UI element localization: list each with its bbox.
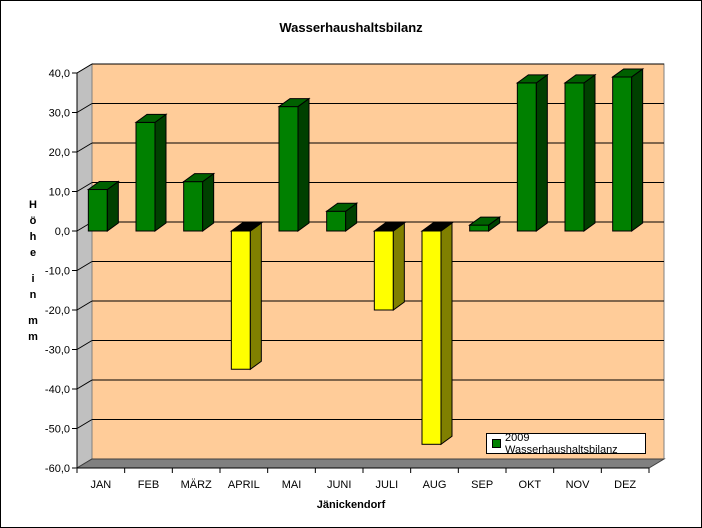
bar [326, 210, 347, 232]
legend: 2009 Wasserhaushaltsbilanz [486, 431, 646, 456]
x-axis-label: Jänickendorf [316, 499, 386, 511]
x-tick-label: JULI [376, 479, 399, 491]
bar [373, 230, 394, 311]
gridline-side [76, 379, 93, 390]
bar-side [106, 180, 119, 232]
bar [612, 76, 633, 232]
bar-top [182, 173, 216, 183]
gridline-side [76, 340, 93, 350]
bar [135, 121, 156, 232]
bar [183, 181, 204, 232]
x-tick-label: SEP [471, 479, 493, 491]
y-tick-label: 20,0 [49, 147, 70, 159]
x-tick-label: MAI [282, 479, 302, 491]
bar [564, 82, 585, 232]
bar-top [134, 113, 168, 123]
y-tick-label: 30,0 [49, 108, 70, 120]
bar-top [563, 74, 597, 84]
bar-side [535, 73, 548, 232]
bar [87, 189, 108, 232]
bar-side [249, 222, 262, 371]
x-tick-label: MÄRZ [181, 479, 212, 491]
y-tick-label: -40,0 [45, 384, 70, 396]
bar [516, 82, 537, 232]
bar-top [372, 222, 406, 232]
x-tick-label: NOV [566, 479, 591, 491]
x-tick-label: JAN [90, 479, 111, 491]
bar-top [277, 98, 311, 108]
bar-top [229, 222, 263, 232]
y-tick-label: 10,0 [49, 187, 70, 199]
y-tick-label: -60,0 [45, 463, 70, 475]
x-tick-label: JUNI [327, 479, 351, 491]
bar-top [611, 68, 645, 78]
bar-top [515, 74, 549, 84]
x-tick-label: FEB [138, 479, 159, 491]
gridline-side [76, 261, 93, 271]
bar-top [86, 181, 120, 191]
bar-top [325, 202, 359, 212]
y-tick-label: -30,0 [45, 345, 70, 357]
bar [278, 106, 299, 232]
gridline-side [76, 63, 93, 74]
bar-side [154, 113, 167, 232]
bar-side [583, 73, 596, 232]
bar [421, 230, 442, 445]
gridline-side [76, 142, 93, 153]
y-tick-label: 40,0 [49, 68, 70, 80]
x-tick-label: DEZ [614, 479, 636, 491]
legend-swatch [492, 439, 501, 448]
x-tick-label: OKT [519, 479, 542, 491]
bar [469, 224, 490, 232]
y-tick-label: -20,0 [45, 305, 70, 317]
bar [230, 230, 251, 370]
y-tick-label: -50,0 [45, 424, 70, 436]
bar-side [297, 97, 310, 232]
bar-side [631, 67, 644, 232]
bar-side [440, 222, 453, 446]
bar-side [202, 172, 215, 232]
legend-label: 2009 Wasserhaushaltsbilanz [504, 431, 618, 456]
bar-side [392, 222, 405, 311]
x-tick-label: APRIL [228, 479, 260, 491]
gridline-side [76, 300, 93, 311]
x-tick-label: AUG [423, 479, 447, 491]
gridline-side [76, 419, 93, 429]
plot-floor [75, 458, 666, 469]
y-tick-label: 0,0 [55, 226, 70, 238]
bar-top [420, 222, 454, 232]
chart-title: Wasserhaushaltsbilanz [279, 20, 423, 35]
gridline-side [76, 182, 93, 192]
y-tick-label: -10,0 [45, 266, 70, 278]
bar-top [468, 216, 502, 226]
gridline-side [76, 103, 93, 113]
